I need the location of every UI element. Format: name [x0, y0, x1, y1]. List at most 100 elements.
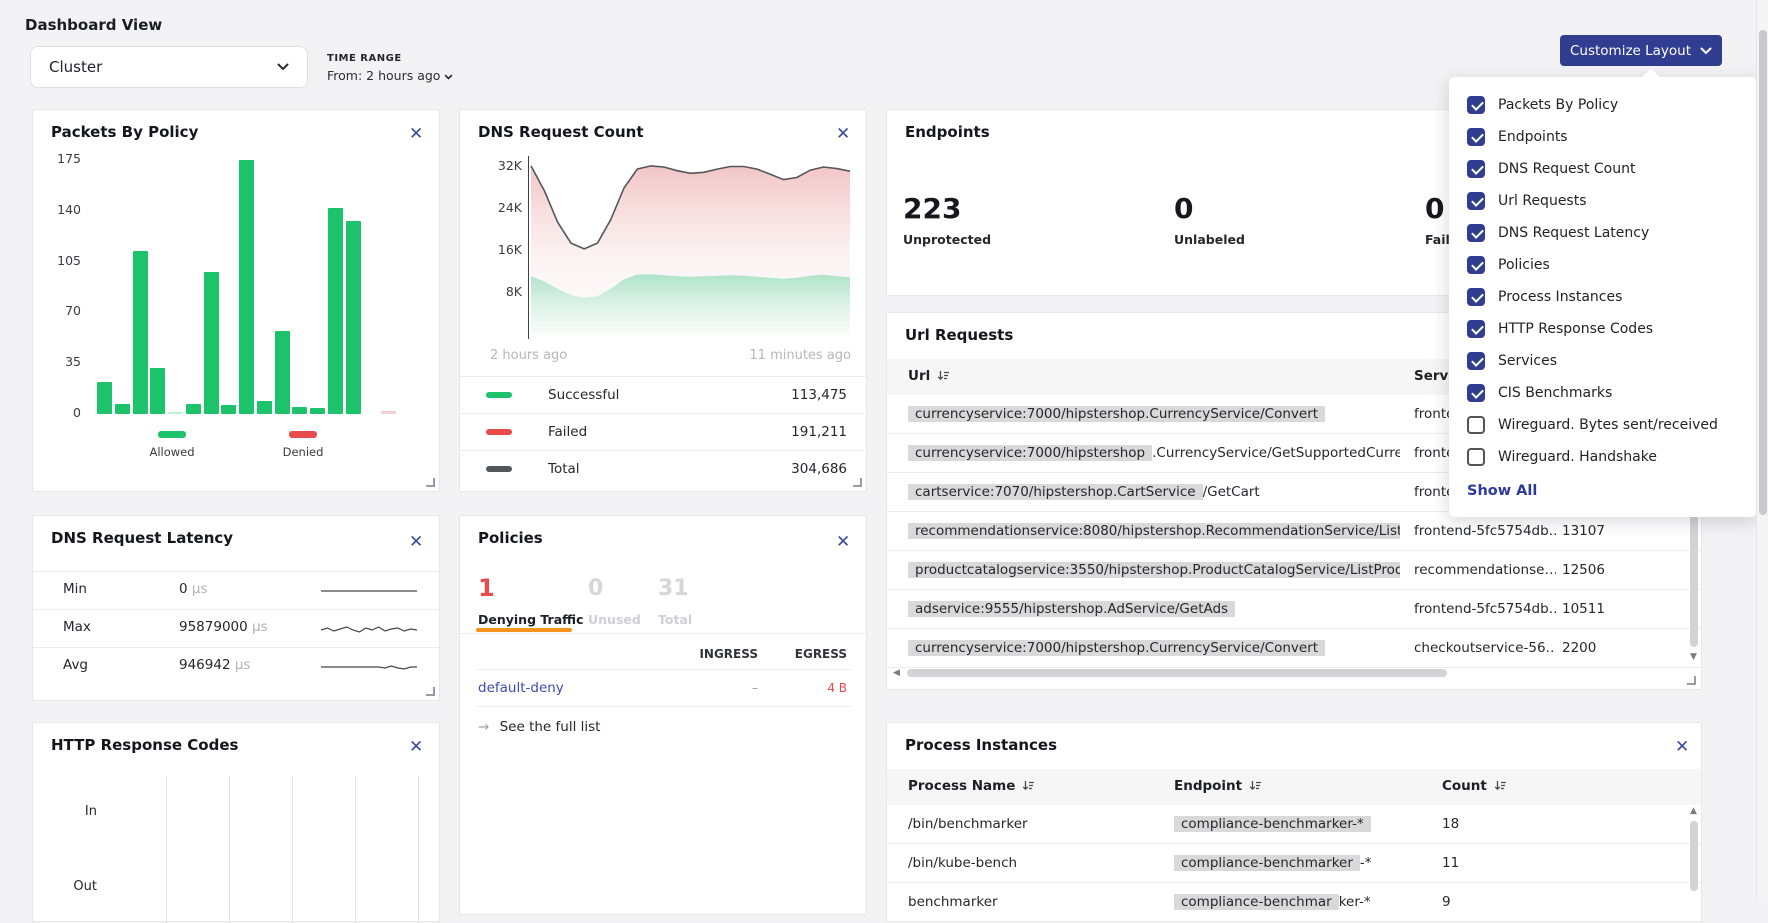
view-selector[interactable]: Cluster	[30, 46, 308, 88]
card-title: Policies	[478, 529, 543, 547]
checkbox-unchecked-icon[interactable]	[1467, 448, 1485, 466]
menu-item-label: Url Requests	[1498, 193, 1587, 209]
menu-item-dns-request-count[interactable]: DNS Request Count	[1449, 153, 1757, 185]
close-button[interactable]: ✕	[1675, 739, 1689, 756]
menu-item-wireguard-bytes-sent-received[interactable]: Wireguard. Bytes sent/received	[1449, 409, 1757, 441]
close-button[interactable]: ✕	[409, 739, 423, 756]
resize-handle-icon[interactable]	[426, 478, 435, 487]
resize-handle-icon[interactable]	[426, 687, 435, 696]
resize-handle-icon[interactable]	[1687, 676, 1696, 685]
resize-handle-icon[interactable]	[853, 478, 862, 487]
menu-item-url-requests[interactable]: Url Requests	[1449, 185, 1757, 217]
table-row[interactable]: /bin/benchmarkercompliance-benchmarker-*…	[887, 805, 1701, 844]
customize-layout-button[interactable]: Customize Layout	[1560, 35, 1722, 66]
bar[interactable]	[97, 382, 112, 414]
table-row[interactable]: recommendationservice:8080/hipstershop.R…	[887, 512, 1701, 551]
bar[interactable]	[346, 221, 361, 414]
sort-icon[interactable]	[1249, 780, 1262, 792]
menu-item-policies[interactable]: Policies	[1449, 249, 1757, 281]
checkbox-checked-icon[interactable]	[1467, 288, 1485, 306]
column-header-process-name[interactable]: Process Name	[908, 778, 1035, 794]
menu-item-process-instances[interactable]: Process Instances	[1449, 281, 1757, 313]
highlighted-text: compliance-benchmarker-*	[1174, 816, 1371, 832]
tab-total[interactable]: Total	[658, 612, 692, 627]
checkbox-unchecked-icon[interactable]	[1467, 416, 1485, 434]
column-header-count[interactable]: Count	[1442, 778, 1507, 794]
bar[interactable]	[239, 160, 254, 414]
bar[interactable]	[275, 331, 290, 414]
tab-unused[interactable]: Unused	[588, 612, 641, 627]
bar[interactable]	[221, 405, 236, 414]
bar[interactable]	[115, 404, 130, 414]
checkbox-checked-icon[interactable]	[1467, 224, 1485, 242]
menu-item-cis-benchmarks[interactable]: CIS Benchmarks	[1449, 377, 1757, 409]
close-button[interactable]: ✕	[409, 534, 423, 551]
sparkline	[320, 655, 418, 677]
checkbox-checked-icon[interactable]	[1467, 128, 1485, 146]
close-button[interactable]: ✕	[836, 126, 850, 143]
checkbox-checked-icon[interactable]	[1467, 320, 1485, 338]
sort-icon[interactable]	[1494, 780, 1507, 792]
table-row[interactable]: benchmarkercompliance-benchmarker-*9	[887, 883, 1701, 922]
card-title: DNS Request Latency	[51, 529, 233, 547]
show-all-link[interactable]: Show All	[1467, 483, 1537, 499]
policy-link-default-deny[interactable]: default-deny	[478, 680, 564, 696]
table-row[interactable]: adservice:9555/hipstershop.AdService/Get…	[887, 590, 1701, 629]
y-axis-tick: 35	[41, 354, 81, 369]
sort-icon[interactable]	[1022, 780, 1035, 792]
see-full-list-link[interactable]: → See the full list	[478, 719, 600, 735]
customize-layout-menu: Packets By PolicyEndpointsDNS Request Co…	[1449, 77, 1757, 517]
scroll-down-arrow-icon[interactable]: ▼	[1690, 653, 1697, 662]
checkbox-checked-icon[interactable]	[1467, 192, 1485, 210]
bar[interactable]	[381, 411, 396, 414]
column-header-url[interactable]: Url	[908, 368, 950, 384]
bar[interactable]	[310, 408, 325, 414]
page-title: Dashboard View	[25, 16, 162, 34]
highlighted-text: currencyservice:7000/hipstershop.Currenc…	[908, 640, 1325, 656]
tab-denying-traffic[interactable]: Denying Traffic	[478, 612, 584, 627]
bar[interactable]	[186, 404, 201, 414]
table-row[interactable]: /bin/kube-benchcompliance-benchmarker-*1…	[887, 844, 1701, 883]
scroll-left-arrow-icon[interactable]: ◀	[893, 669, 900, 678]
stat-value: 0	[1425, 192, 1444, 225]
bar[interactable]	[328, 208, 343, 414]
bar[interactable]	[168, 412, 183, 414]
menu-item-http-response-codes[interactable]: HTTP Response Codes	[1449, 313, 1757, 345]
checkbox-checked-icon[interactable]	[1467, 160, 1485, 178]
menu-item-services[interactable]: Services	[1449, 345, 1757, 377]
card-title: Url Requests	[905, 326, 1013, 344]
checkbox-checked-icon[interactable]	[1467, 352, 1485, 370]
menu-item-label: Process Instances	[1498, 289, 1622, 305]
tab-total-value[interactable]: 31	[658, 576, 689, 601]
checkbox-checked-icon[interactable]	[1467, 96, 1485, 114]
tab-denying-traffic-value[interactable]: 1	[478, 574, 495, 602]
endpoint-text: ker-*	[1339, 894, 1371, 910]
page-scrollbar-thumb[interactable]	[1759, 30, 1767, 515]
checkbox-checked-icon[interactable]	[1467, 256, 1485, 274]
table-row[interactable]: productcatalogservice:3550/hipstershop.P…	[887, 551, 1701, 590]
dns-request-latency-card: DNS Request Latency ✕ Min0 µsMax95879000…	[32, 515, 440, 701]
sort-icon[interactable]	[937, 370, 950, 382]
close-button[interactable]: ✕	[836, 534, 850, 551]
page-scrollbar-track[interactable]	[1756, 0, 1768, 898]
legend-label: Total	[548, 461, 580, 477]
scroll-up-arrow-icon[interactable]: ▲	[1690, 807, 1697, 816]
bar[interactable]	[257, 401, 272, 414]
column-header-endpoint[interactable]: Endpoint	[1174, 778, 1262, 794]
horizontal-scrollbar[interactable]	[907, 669, 1447, 677]
vertical-scrollbar[interactable]	[1690, 821, 1698, 891]
bar[interactable]	[204, 272, 219, 414]
legend-value: 304,686	[791, 461, 847, 477]
bar[interactable]	[292, 407, 307, 414]
tab-unused-value[interactable]: 0	[588, 576, 603, 601]
bar[interactable]	[133, 251, 148, 414]
divider	[460, 633, 868, 634]
checkbox-checked-icon[interactable]	[1467, 384, 1485, 402]
menu-item-endpoints[interactable]: Endpoints	[1449, 121, 1757, 153]
menu-item-dns-request-latency[interactable]: DNS Request Latency	[1449, 217, 1757, 249]
table-row[interactable]: currencyservice:7000/hipstershop.Currenc…	[887, 629, 1701, 668]
bar[interactable]	[150, 368, 165, 414]
time-range-value[interactable]: From: 2 hours ago	[327, 68, 453, 83]
menu-item-wireguard-handshake[interactable]: Wireguard. Handshake	[1449, 441, 1757, 473]
menu-item-packets-by-policy[interactable]: Packets By Policy	[1449, 89, 1757, 121]
